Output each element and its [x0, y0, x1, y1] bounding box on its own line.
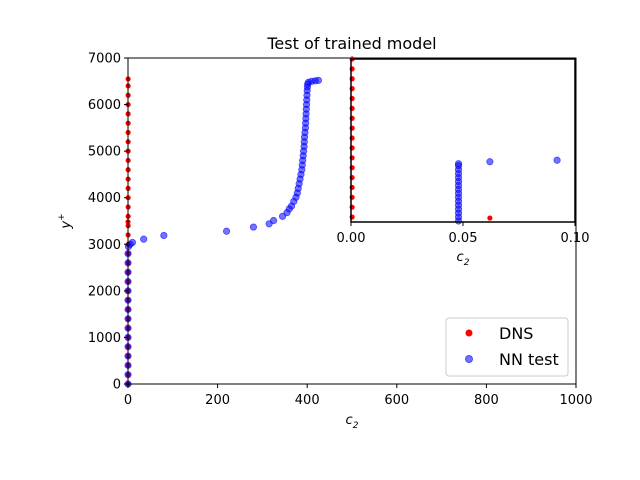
inset-background: [351, 59, 575, 222]
x-tick-label: 600: [384, 393, 409, 408]
legend-marker-dns: [465, 329, 473, 337]
inset-x-tick-label: 0.00: [337, 231, 366, 246]
inset-point-nn-test: [486, 158, 494, 166]
legend-box: [445, 317, 569, 377]
inset-x-ticks: 0.00 0.05 0.10: [337, 222, 590, 246]
point-nn-test: [249, 223, 258, 231]
inset-x-axis-label: c2: [457, 250, 470, 268]
x-tick-label: 1000: [559, 393, 592, 408]
main-x-ticks: 0 200 400 600 800 1000: [124, 384, 593, 408]
chart-title: Test of trained model: [266, 34, 436, 53]
y-tick-label: 6000: [88, 98, 121, 113]
y-tick-label: 0: [113, 378, 121, 393]
point-nn-test: [314, 76, 322, 84]
inset-point-nn-test: [454, 160, 463, 168]
x-tick-label: 200: [205, 393, 230, 408]
y-tick-label: 4000: [88, 191, 121, 206]
main-y-axis-label: y+: [57, 213, 74, 229]
main-y-ticks: 0 1000 2000 3000 4000 5000 6000 7000: [88, 52, 128, 393]
point-nn-test: [160, 231, 168, 240]
y-tick-label: 1000: [88, 331, 121, 346]
legend: DNS NN test: [445, 317, 569, 377]
point-nn-test: [140, 235, 148, 243]
inset-x-tick-label: 0.05: [449, 231, 478, 246]
legend-label-dns: DNS: [499, 324, 533, 343]
legend-label-nn-test: NN test: [499, 350, 559, 369]
point-nn-test: [269, 216, 278, 225]
x-tick-label: 0: [124, 393, 132, 408]
x-tick-label: 800: [474, 393, 499, 408]
y-tick-label: 5000: [88, 145, 121, 160]
main-x-axis-label: c2: [346, 413, 359, 431]
inset-chart: 0.00 0.05 0.10 c2: [337, 56, 590, 268]
main-chart: Test of trained model 0 200 400 600 800 1000 …: [57, 34, 593, 431]
inset-point-nn-test: [553, 156, 561, 164]
legend-marker-nn-test: [465, 355, 473, 363]
inset-point-dns: [487, 215, 493, 221]
x-tick-label: 400: [295, 393, 320, 408]
point-nn-test: [128, 238, 137, 247]
y-tick-label: 2000: [88, 284, 121, 299]
y-tick-label: 3000: [88, 238, 121, 253]
point-nn-test: [222, 227, 231, 235]
main-points: [124, 76, 322, 388]
y-tick-label: 7000: [88, 52, 121, 67]
inset-x-tick-label: 0.10: [561, 231, 590, 246]
